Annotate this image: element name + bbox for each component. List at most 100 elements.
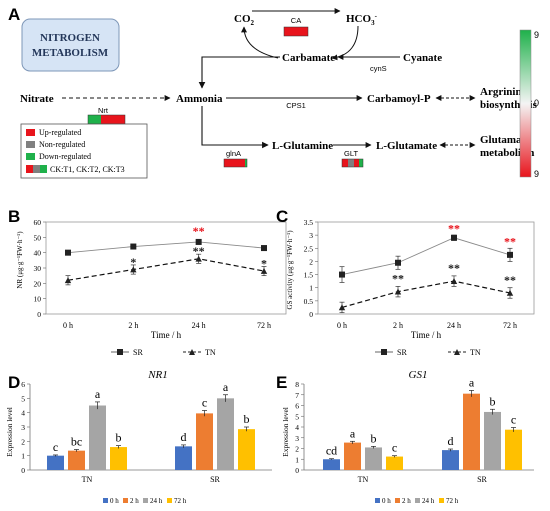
panel-c-label: C: [276, 207, 288, 226]
chart_d-bar-sr-0h: [175, 446, 192, 470]
legend-c-sr-marker: [381, 349, 387, 355]
chart_c-ytick-label-0: 0: [309, 310, 313, 319]
chart_d-letter-sr-0h: d: [181, 430, 187, 444]
chart_b-xtick-label-0: 0 h: [63, 321, 73, 330]
chart_e-bar-sr-24h: [484, 411, 501, 470]
chart_e-legend-label-0: 0 h: [382, 497, 391, 505]
strip-glna-t2: [231, 159, 238, 167]
strip-nrt-t3: [109, 115, 125, 124]
strip-nrt-t2: [101, 115, 109, 124]
chart_b-ytick-label-1: 10: [34, 295, 42, 304]
chart_c-ytick-label-1: 0.5: [304, 297, 314, 306]
chart_b-xtick-label-2: 24 h: [192, 321, 206, 330]
chart_c-line-tn: [341, 280, 511, 309]
chart_d-letter-tn-72h: b: [116, 431, 122, 445]
chart-c-ylabel: GS activity (μg·g⁻¹FW·h⁻¹): [286, 230, 294, 310]
node-carbamate: Carbamate: [282, 52, 335, 64]
chart_b-signif-3: *: [261, 256, 267, 270]
chart_d-ytick-label-6: 6: [21, 380, 25, 389]
chart_b-point-sr-1: [130, 243, 137, 250]
chart_b-xtick-label-3: 72 h: [257, 321, 271, 330]
chart_c-ytick-label-6: 3: [309, 231, 313, 240]
chart_b-ytick-label-0: 0: [37, 310, 41, 319]
chart_b-ytick-label-6: 60: [34, 218, 42, 227]
chart_d-ytick-label-4: 4: [21, 409, 25, 418]
chart_c-point-sr-3: [507, 251, 513, 258]
title-box: [21, 18, 120, 72]
chart_d-ytick-label-2: 2: [21, 437, 25, 446]
chart_d-letter-sr-24h: a: [223, 380, 229, 394]
strip-glt-t4: [359, 159, 363, 167]
chart_d-legend-label-0: 0 h: [110, 497, 119, 505]
chart_e-letter-sr-2h: a: [469, 375, 475, 389]
chart_b-signif-1: *: [130, 255, 136, 269]
chart-c-plot: 0 0.5 1 1.5 2 2.5 3 3.5 0 h 2 h 24 h 72 h ** ** ** ** **: [304, 218, 535, 330]
chart_e-ytick-label-3: 3: [295, 434, 299, 443]
chart_d-letter-tn-24h: a: [95, 387, 101, 401]
legend-b-tn-label: TN: [205, 348, 216, 357]
node-l-glutamine: L-Glutamine: [272, 140, 333, 152]
chart_e-letter-sr-0h: d: [448, 434, 454, 448]
chart_e-ytick-label-5: 5: [295, 412, 299, 421]
chart_c-signif-0: **: [448, 222, 460, 236]
colorbar: 9 0 9: [519, 29, 539, 179]
chart_e-legend-label-1: 2 h: [402, 497, 411, 505]
node-nitrate: Nitrate: [20, 93, 54, 105]
strip-glt-t3: [354, 159, 359, 167]
strip-glna-t3: [238, 159, 245, 167]
legend-c-sr-label: SR: [397, 348, 407, 357]
chart_e-legend-swatch-1: [395, 498, 400, 503]
chart_e-ytick-label-7: 7: [295, 391, 299, 400]
node-arginine-1: Argrinine: [480, 86, 527, 98]
chart_b-point-sr-0: [65, 249, 71, 256]
node-l-glutamate: L-Glutamate: [376, 140, 437, 152]
chart_d-letter-tn-2h: bc: [71, 435, 82, 449]
chart_c-point-tn-0: [338, 304, 346, 311]
chart_e-group-label-tn: TN: [358, 475, 369, 484]
chart_d-ytick-label-0: 0: [21, 466, 25, 475]
chart_c-ytick-label-4: 2: [309, 257, 313, 266]
chart_e-bar-sr-0h: [442, 450, 459, 470]
legend-c-tn-label: TN: [470, 348, 481, 357]
legend-cmp-t3: [40, 165, 47, 173]
chart_d-ytick-label-1: 1: [21, 452, 25, 461]
chart_d-group-label-sr: SR: [210, 475, 220, 484]
chart_c-xtick-label-2: 24 h: [447, 321, 461, 330]
chart_c-ytick-label-2: 1: [309, 284, 313, 293]
strip-glna: [223, 158, 248, 168]
chart_c-signif-2: **: [392, 272, 404, 286]
legend-a: Up-regulated Non-regulated Down-regulate…: [20, 123, 148, 179]
chart_b-point-sr-2: [195, 238, 202, 245]
chart_e-legend-swatch-2: [415, 498, 420, 503]
chart-d-ylabel: Expression level: [5, 407, 14, 457]
chart-b-xlabel: Time / h: [151, 330, 182, 340]
chart_e-letter-tn-0h: cd: [326, 444, 337, 458]
chart_e-ytick-label-0: 0: [295, 466, 299, 475]
chart_e-bar-tn-0h: [323, 459, 340, 470]
chart_b-line-sr: [67, 241, 265, 254]
chart_d-bar-tn-2h: [68, 450, 85, 470]
legend-up-label: Up-regulated: [39, 128, 81, 137]
chart_b-line-tn: [67, 258, 265, 281]
chart_d-legend-label-1: 2 h: [130, 497, 139, 505]
chart_e-bar-tn-2h: [344, 442, 361, 470]
legend-cmp-t2: [33, 165, 40, 173]
chart_e-ytick-label-8: 8: [295, 380, 299, 389]
chart_e-bar-tn-72h: [386, 456, 403, 470]
panel-d-label: D: [8, 373, 20, 392]
chart_c-signif-3: **: [448, 261, 460, 275]
chart_b-ytick-label-3: 30: [34, 264, 42, 273]
strip-glna-t1: [224, 159, 231, 167]
chart_d-bar-sr-24h: [217, 398, 234, 470]
chart_e-ytick-label-6: 6: [295, 402, 299, 411]
chart_d-legend-label-3: 72 h: [174, 497, 187, 505]
strip-nrt-t1: [88, 115, 101, 124]
chart_c-ytick-label-7: 3.5: [304, 218, 314, 227]
chart-c-xlabel: Time / h: [411, 330, 442, 340]
enzyme-glna-label: glnA: [226, 149, 241, 158]
arrow-carbamate-ammonia: [198, 56, 280, 89]
